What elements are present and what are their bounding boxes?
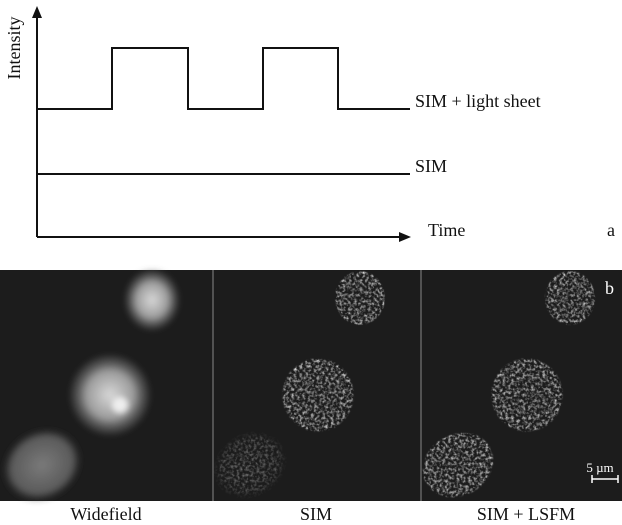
nucleus: [70, 355, 150, 435]
panel-label: b: [605, 278, 614, 298]
x-arrow: [399, 232, 411, 242]
nucleus: [125, 270, 179, 330]
nucleus: [490, 357, 564, 433]
bright-spot: [112, 397, 128, 413]
nucleus: [334, 270, 386, 326]
curve-label: SIM: [415, 156, 447, 176]
y-arrow: [32, 6, 42, 18]
scale-bar-label: 5 µm: [586, 460, 613, 475]
panel-a: [32, 6, 411, 242]
panel-b: b 5 µm: [0, 270, 622, 514]
figure: Intensity Time SIM + light sheet SIM a b…: [0, 0, 622, 525]
panel-label: a: [607, 220, 615, 240]
caption: SIM + LSFM: [477, 504, 575, 524]
nucleus: [281, 357, 355, 433]
curve-label: SIM + light sheet: [415, 91, 541, 111]
x-axis-label: Time: [428, 220, 465, 240]
caption: SIM: [300, 504, 332, 524]
y-axis-label: Intensity: [4, 17, 24, 80]
square-wave: [37, 48, 410, 109]
caption: Widefield: [70, 504, 141, 524]
nucleus: [544, 270, 596, 326]
page: Intensity Time SIM + light sheet SIM a b…: [0, 0, 622, 525]
